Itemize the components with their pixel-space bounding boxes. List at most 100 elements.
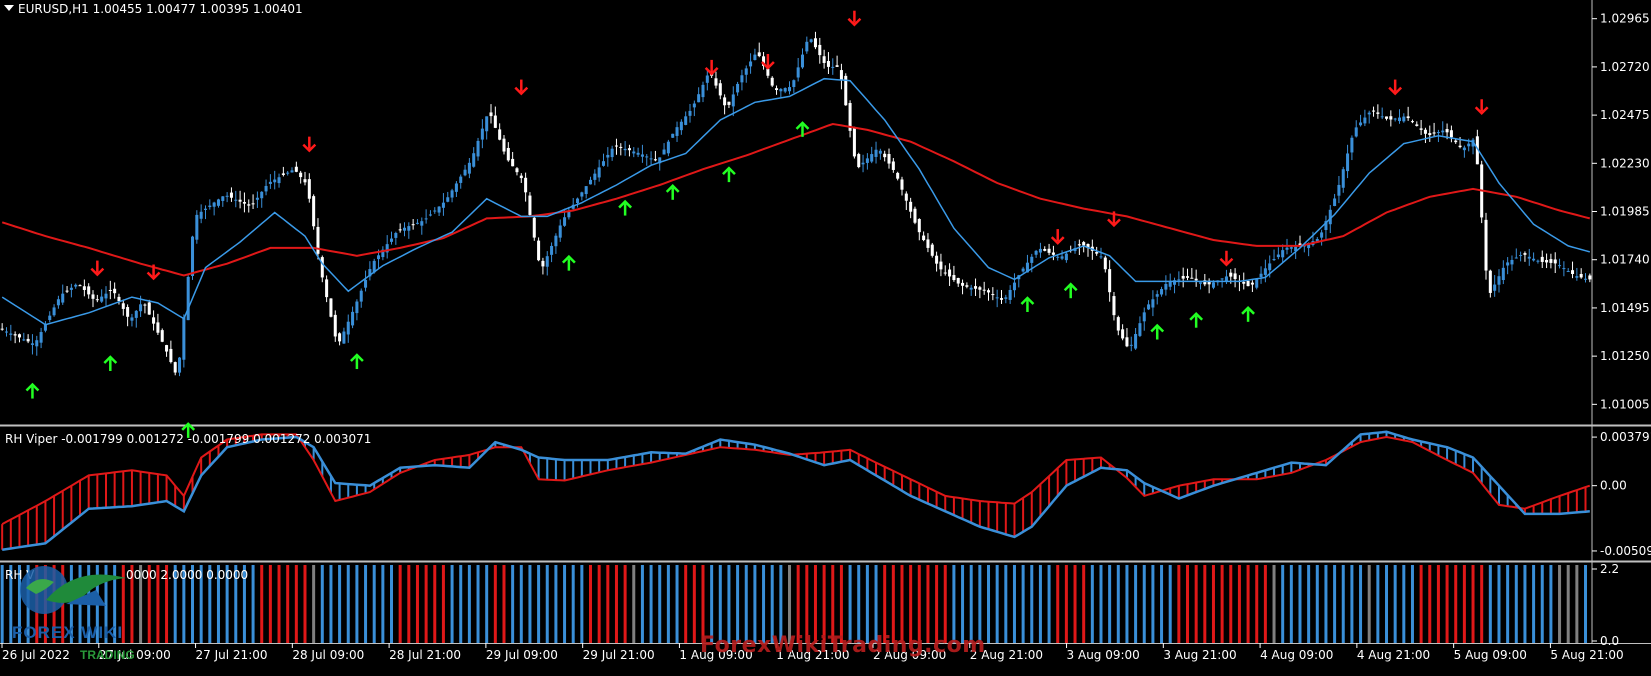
arrow-head bbox=[847, 17, 862, 27]
arrow-head bbox=[665, 184, 680, 193]
candle-body bbox=[1129, 344, 1133, 346]
arrow-head bbox=[1388, 86, 1403, 96]
candle-body bbox=[351, 311, 355, 326]
candle-body bbox=[813, 38, 817, 48]
candle-body bbox=[1337, 184, 1341, 196]
candle-body bbox=[368, 269, 372, 277]
candle-body bbox=[537, 240, 541, 261]
candle-body bbox=[865, 158, 869, 163]
candle-body bbox=[56, 299, 60, 306]
candle-body bbox=[229, 192, 233, 198]
candle-body bbox=[684, 116, 688, 125]
candle-body bbox=[1004, 297, 1008, 299]
candle-body bbox=[346, 321, 350, 335]
price-tick-label: 1.02475 bbox=[1600, 108, 1650, 122]
candle-body bbox=[1397, 117, 1402, 122]
sell-arrow-icon bbox=[1474, 99, 1489, 116]
candle-body bbox=[1333, 198, 1337, 207]
viper-blue-line bbox=[2, 430, 1590, 551]
sell-arrow-icon bbox=[90, 260, 105, 277]
candle-body bbox=[69, 287, 73, 290]
candle-body bbox=[749, 61, 753, 67]
candle-body bbox=[43, 323, 47, 331]
candle-body bbox=[1467, 143, 1471, 147]
sell-arrow-icon bbox=[1107, 211, 1121, 228]
candle-body bbox=[104, 293, 108, 299]
candle-body bbox=[199, 211, 203, 219]
time-tick-label: 2 Aug 09:00 bbox=[873, 648, 946, 662]
candle-body bbox=[597, 167, 601, 178]
candle-body bbox=[143, 304, 147, 306]
price-tick-label: 1.02230 bbox=[1600, 156, 1650, 170]
arrow-head bbox=[1150, 323, 1165, 333]
candle-body bbox=[100, 296, 104, 302]
candle-body bbox=[666, 141, 670, 154]
candle-body bbox=[87, 286, 91, 295]
candle-body bbox=[744, 68, 748, 75]
candle-body bbox=[528, 195, 532, 215]
candle-body bbox=[636, 152, 640, 155]
candle-body bbox=[727, 101, 731, 105]
candle-body bbox=[1281, 250, 1285, 258]
arrow-head bbox=[146, 271, 161, 281]
candle-body bbox=[35, 340, 39, 347]
candle-body bbox=[948, 269, 952, 277]
candle-body bbox=[48, 315, 52, 321]
candle-body bbox=[1475, 136, 1479, 165]
candle-body bbox=[1506, 262, 1510, 266]
candle-body bbox=[1571, 270, 1575, 274]
candle-body bbox=[787, 87, 792, 92]
candle-body bbox=[472, 153, 476, 167]
candle-body bbox=[1380, 116, 1384, 118]
arrow-head bbox=[350, 353, 364, 362]
candle-body bbox=[372, 260, 376, 273]
candle-body bbox=[839, 70, 843, 80]
arrow-head bbox=[618, 199, 633, 209]
candle-body bbox=[152, 317, 156, 324]
candle-body bbox=[355, 301, 359, 314]
candle-body bbox=[1423, 129, 1427, 134]
sell-arrow-icon bbox=[514, 79, 529, 96]
forex-wiki-logo-icon bbox=[20, 566, 126, 614]
candle-body bbox=[1207, 280, 1211, 285]
candle-body bbox=[1294, 246, 1298, 252]
candle-body bbox=[82, 286, 86, 290]
candle-body bbox=[216, 199, 220, 206]
candle-body bbox=[65, 290, 69, 292]
candle-body bbox=[1263, 268, 1267, 275]
time-tick-label: 4 Aug 21:00 bbox=[1357, 648, 1430, 662]
candle-body bbox=[943, 272, 947, 274]
time-tick-label: 3 Aug 09:00 bbox=[1067, 648, 1140, 662]
candle-body bbox=[121, 303, 125, 309]
arrow-head bbox=[722, 166, 736, 175]
buy-arrow-icon bbox=[1063, 282, 1078, 299]
candle-body bbox=[1350, 137, 1354, 153]
dropdown-arrow-icon[interactable] bbox=[4, 5, 14, 11]
candle-body bbox=[402, 227, 407, 231]
time-tick-label: 5 Aug 21:00 bbox=[1550, 648, 1623, 662]
candle-body bbox=[584, 186, 588, 195]
candle-body bbox=[1583, 278, 1588, 280]
candle-body bbox=[567, 211, 571, 218]
candle-body bbox=[1315, 239, 1319, 243]
candle-body bbox=[1462, 147, 1466, 151]
candle-body bbox=[320, 257, 324, 278]
candle-body bbox=[1545, 259, 1549, 263]
candle-body bbox=[1147, 304, 1151, 310]
candle-body bbox=[1324, 221, 1328, 230]
candle-body bbox=[1588, 275, 1592, 280]
candle-body bbox=[653, 159, 657, 161]
candle-body bbox=[922, 235, 926, 241]
candle-body bbox=[1116, 317, 1120, 331]
candle-body bbox=[762, 56, 766, 66]
time-tick-label: 29 Jul 09:00 bbox=[486, 648, 558, 662]
viper-label: RH Viper bbox=[5, 432, 58, 446]
candle-body bbox=[333, 314, 337, 337]
candle-body bbox=[753, 54, 757, 61]
candle-body bbox=[260, 191, 264, 199]
candle-body bbox=[1415, 124, 1419, 126]
ohlc-values: 1.00455 1.00477 1.00395 1.00401 bbox=[92, 2, 303, 16]
candle-body bbox=[1194, 278, 1198, 281]
